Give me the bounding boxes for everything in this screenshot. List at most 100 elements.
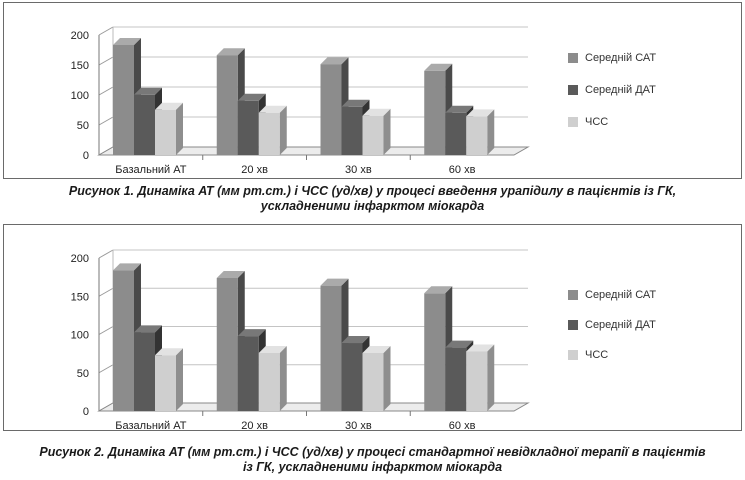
bar-top-sat [320, 278, 349, 286]
bar-top-sat [424, 63, 453, 71]
gridline-diagonal [98, 26, 114, 36]
figure-2-caption-line-1: Рисунок 2. Динаміка АТ (мм рт.ст.) і ЧСС… [39, 445, 706, 459]
bar-side-hr [176, 348, 183, 411]
x-tick-label: 30 хв [345, 164, 372, 176]
y-tick-label: 50 [77, 120, 89, 132]
chart-2-panel: 0 50 100 150 200 Базальний АТ 20 хв 30 хв 60 хв … [3, 224, 742, 431]
bar-side-hr [176, 102, 183, 155]
bar-sat [216, 55, 238, 156]
x-tick-label: Базальний АТ [115, 420, 186, 430]
bar-top-sat [113, 38, 141, 45]
bar-hr [258, 352, 280, 411]
gridline-diagonal [98, 116, 114, 126]
bar-dat [445, 347, 467, 411]
bar-top-dat [341, 99, 370, 107]
gridline-diagonal [98, 287, 114, 297]
legend-swatch-dat [568, 320, 578, 330]
bar-top-hr [155, 348, 183, 356]
bar-sat [320, 285, 342, 411]
bar-dat [341, 343, 363, 411]
bar-top-hr [362, 108, 391, 116]
bar-top-sat [320, 57, 349, 65]
figure-1-caption-line-2: ускладненими інфарктом міокарда [260, 199, 485, 213]
legend-label-dat: Середній ДАТ [585, 319, 656, 331]
bar-side-hr [487, 344, 495, 411]
bar-top-hr [466, 109, 495, 117]
y-tick-label: 150 [71, 291, 89, 303]
legend-swatch-sat [568, 53, 578, 63]
bar-hr [155, 355, 176, 411]
y-tick-label: 50 [77, 368, 89, 380]
y-tick-label: 200 [71, 30, 89, 42]
legend-label-sat: Середній САТ [585, 289, 657, 301]
legend-label-hr: ЧСС [585, 116, 609, 128]
bar-top-sat [424, 286, 453, 294]
gridline-diagonal [98, 56, 114, 66]
bar-top-sat [216, 48, 245, 56]
bar-sat [320, 64, 342, 155]
y-tick-label: 0 [83, 406, 89, 418]
legend-swatch-sat [568, 290, 578, 300]
gridline-diagonal [98, 326, 114, 335]
y-tick-label: 150 [71, 60, 89, 72]
bar-top-dat [134, 87, 162, 95]
bar-top-dat [134, 325, 162, 333]
figure-1-caption: Рисунок 1. Динаміка АТ (мм рт.ст.) і ЧСС… [0, 184, 745, 214]
gridline-diagonal [98, 86, 114, 96]
y-tick-label: 100 [71, 90, 89, 102]
y-tick-label: 100 [71, 330, 89, 342]
bar-dat [237, 100, 259, 155]
bar-dat [134, 94, 155, 155]
legend-label-hr: ЧСС [585, 349, 609, 361]
bar-hr [155, 109, 176, 155]
bar-top-hr [258, 345, 287, 353]
bar-top-dat [445, 340, 474, 348]
legend-swatch-hr [568, 350, 578, 360]
bar-hr [466, 351, 488, 411]
x-tick-label: 20 хв [241, 164, 268, 176]
chart-2-plot: 0 50 100 150 200 Базальний АТ 20 хв 30 хв 60 хв [71, 249, 530, 430]
figure-2-caption-line-2: із ГК, ускладненими інфарктом міокарда [242, 460, 503, 474]
bar-side-hr [383, 345, 391, 411]
bar-dat [341, 106, 363, 155]
bar-top-sat [113, 263, 141, 271]
bar-top-dat [341, 336, 370, 344]
bar-side-hr [279, 345, 287, 411]
figure-1-caption-line-1: Рисунок 1. Динаміка АТ (мм рт.ст.) і ЧСС… [68, 184, 677, 198]
bar-hr [362, 352, 384, 411]
x-tick-label: 30 хв [345, 420, 372, 430]
legend-label-sat: Середній САТ [585, 52, 657, 64]
figure-2-caption: Рисунок 2. Динаміка АТ (мм рт.ст.) і ЧСС… [0, 445, 745, 475]
legend-swatch-dat [568, 85, 578, 95]
bar-dat [445, 112, 467, 155]
gridline-diagonal [98, 249, 114, 259]
gridline-diagonal [98, 364, 114, 374]
bar-side-hr [279, 105, 287, 155]
bar-sat [113, 270, 134, 411]
x-tick-label: Базальний АТ [115, 164, 186, 176]
bar-sat [113, 45, 134, 155]
x-tick-label: 60 хв [449, 420, 476, 430]
chart-1-panel: 0 50 100 150 200 Базальний АТ 20 хв 30 хв 60 хв … [3, 2, 742, 179]
bar-hr [362, 115, 384, 155]
bar-top-hr [258, 105, 287, 113]
x-tick-label: 60 хв [449, 164, 476, 176]
bar-top-sat [216, 271, 245, 279]
legend-swatch-hr [568, 117, 578, 127]
bar-hr [466, 116, 488, 155]
bar-sat [424, 293, 446, 411]
chart-1-plot: 0 50 100 150 200 Базальний АТ 20 хв 30 хв 60 хв [71, 26, 530, 176]
bar-sat [216, 278, 238, 411]
x-tick-label: 20 хв [241, 420, 268, 430]
bar-top-dat [445, 105, 474, 113]
bar-top-hr [466, 344, 495, 352]
bar-top-dat [237, 93, 266, 101]
legend-label-dat: Середній ДАТ [585, 84, 656, 96]
bar-top-hr [362, 345, 391, 353]
bar-side-hr [487, 109, 495, 155]
y-tick-label: 200 [71, 253, 89, 265]
bar-top-dat [237, 329, 266, 337]
bar-hr [258, 112, 280, 155]
bar-dat [134, 332, 155, 411]
bar-top-hr [155, 102, 183, 110]
